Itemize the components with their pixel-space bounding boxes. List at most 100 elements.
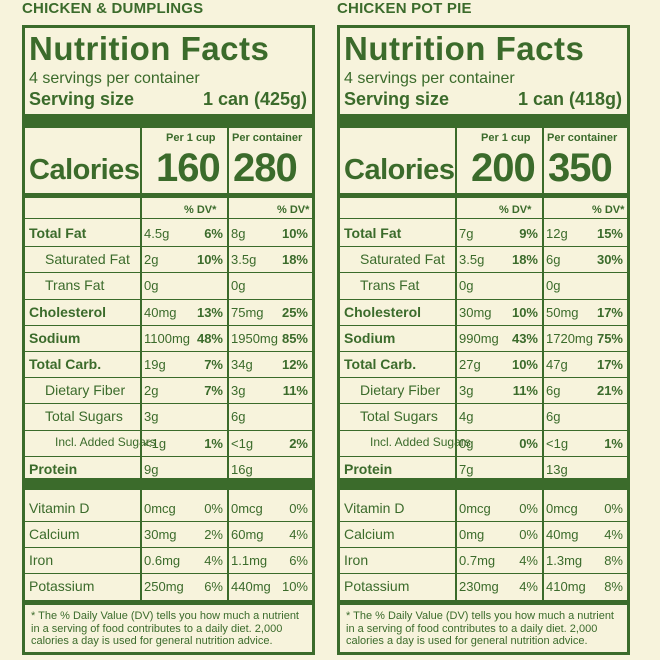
nutrient-name: Trans Fat [45,277,105,294]
row-divider [25,351,312,352]
nutrient-amount-per-cup: <1g [144,435,167,451]
nutrient-amount-per-container: 3g [231,383,246,399]
row-divider [340,351,627,352]
product-name: CHICKEN POT PIE [337,0,472,17]
nutrient-dv-per-container: 1% [604,435,623,451]
nutrient-name: Cholesterol [29,303,107,320]
nutrient-amount-per-container: 47g [546,357,568,372]
column-divider [140,490,142,600]
nutrient-dv-per-container: 17% [596,357,623,372]
nutrient-dv-per-container: 25% [281,304,308,320]
product-name: CHICKEN & DUMPLINGS [22,0,204,17]
row-divider [340,429,627,431]
nutrient-name: Dietary Fiber [45,382,126,399]
row-divider [25,377,312,379]
nutrient-dv-per-container: 21% [596,383,623,399]
vitamin-amount-per-container: 1.1mg [231,553,268,568]
column-divider [227,128,229,216]
column-divider [542,490,544,600]
row-divider [340,573,627,574]
vitamin-amount-per-cup: 0mcg [144,501,176,516]
medium-divider [340,600,627,605]
column-divider [455,198,457,478]
row-divider [25,298,312,300]
nutrient-dv-per-cup: 48% [196,330,223,346]
medium-divider [25,600,312,605]
nutrient-amount-per-cup: 990mg [459,330,499,346]
vitamin-name: Vitamin D [344,500,405,516]
row-divider [25,573,312,574]
nutrient-amount-per-container: 16g [231,461,253,477]
serving-size-label: Serving size [29,89,135,109]
vitamin-name: Potassium [29,578,95,594]
dv-header: % DV* [184,204,217,216]
column-divider [542,198,544,478]
nutrient-dv-per-container: 75% [596,330,623,346]
row-divider [25,429,312,431]
vitamin-name: Iron [344,552,369,568]
vitamin-dv-per-cup: 0% [204,501,223,516]
nutrient-dv-per-cup: 0% [519,435,538,451]
nutrition-facts-panel: Nutrition Facts 4 servings per container S… [337,25,630,655]
nutrient-dv-per-container: 18% [281,252,308,268]
row-divider [340,298,627,300]
vitamin-dv-per-container: 10% [281,579,308,594]
nutrient-dv-per-container: 17% [596,304,623,320]
vitamin-dv-per-cup: 4% [519,553,538,568]
nutrient-dv-per-cup: 10% [511,357,538,372]
vitamin-amount-per-container: 60mg [231,527,264,542]
nutrient-amount-per-container: 12g [546,226,568,241]
nutrient-amount-per-cup: 40mg [144,304,177,320]
footnote: * The % Daily Value (DV) tells you how m… [346,610,614,647]
nutrient-amount-per-cup: 2g [144,252,159,268]
serving-size-label: Serving size [344,89,450,109]
nutrient-amount-per-container: 6g [546,252,561,268]
nutrient-name: Total Carb. [344,356,417,372]
nutrient-amount-per-cup: 0g [459,435,474,451]
vitamin-dv-per-cup: 0% [519,501,538,516]
nutrient-dv-per-cup: 10% [196,252,223,268]
nutrient-amount-per-container: 6g [231,409,246,425]
calories-per-cup: 200 [471,146,536,190]
column-divider [140,128,142,216]
nutrient-amount-per-container: 3.5g [231,252,257,268]
nutrient-dv-per-cup: 13% [196,304,223,320]
nutrient-name: Trans Fat [360,277,420,294]
thick-divider [340,478,627,490]
vitamin-amount-per-cup: 0.6mg [144,553,181,568]
nutrient-name: Total Sugars [360,408,438,425]
nutrient-amount-per-container: 0g [546,278,561,294]
nutrient-amount-per-cup: 3g [144,409,159,425]
nutrient-name: Total Fat [344,225,402,241]
nutrient-dv-per-cup: 7% [204,383,223,399]
nutrient-dv-per-cup: 7% [204,357,223,372]
nutrient-amount-per-cup: 4.5g [144,226,170,241]
nutrient-amount-per-container: 1720mg [546,330,593,346]
servings-per-container: 4 servings per container [344,70,515,87]
nutrient-dv-per-cup: 43% [511,330,538,346]
footnote: * The % Daily Value (DV) tells you how m… [31,610,299,647]
nutrient-amount-per-container: <1g [231,435,254,451]
nutrient-amount-per-cup: 7g [459,226,474,241]
nutrient-dv-per-cup: 1% [204,435,223,451]
nutrient-amount-per-container: 13g [546,461,568,477]
vitamin-amount-per-cup: 30mg [144,527,177,542]
vitamin-dv-per-container: 4% [289,527,308,542]
calories-per-container: 280 [233,146,298,190]
vitamin-dv-per-cup: 0% [519,527,538,542]
row-divider [25,547,312,548]
row-divider [340,455,627,457]
medium-divider [25,193,312,198]
nutrient-amount-per-container: 6g [546,409,561,425]
nutrient-dv-per-container: 85% [281,330,308,346]
panel-title: Nutrition Facts [29,30,270,67]
row-divider [25,218,312,219]
thick-divider [340,114,627,128]
serving-size-row: Serving size 1 can (425g) [29,89,307,110]
nutrient-name: Cholesterol [344,303,422,320]
calories-per-container: 350 [548,146,613,190]
column-divider [542,128,544,216]
row-divider [25,246,312,248]
nutrient-amount-per-cup: 27g [459,357,481,372]
nutrient-dv-per-container: 10% [281,226,308,241]
